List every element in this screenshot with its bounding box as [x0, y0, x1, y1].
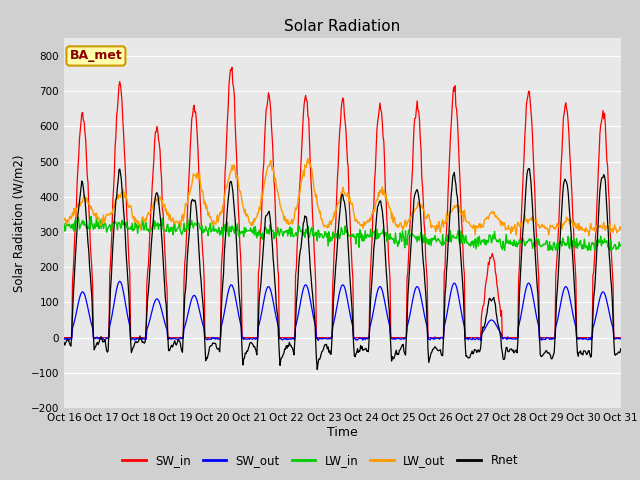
Title: Solar Radiation: Solar Radiation	[284, 20, 401, 35]
LW_out	[585, 233, 593, 239]
LW_out	[70, 205, 78, 211]
LW_in	[428, 243, 435, 249]
Line: SW_out: SW_out	[64, 281, 621, 340]
LW_in	[128, 220, 136, 226]
Line: Rnet: Rnet	[64, 168, 621, 370]
Text: BA_met: BA_met	[70, 49, 122, 62]
Rnet	[617, 346, 625, 352]
LW_in	[87, 214, 95, 219]
SW_in	[70, 250, 78, 256]
SW_in	[411, 116, 419, 121]
Rnet	[70, 278, 78, 284]
LW_in	[617, 242, 625, 248]
LW_out	[428, 225, 435, 230]
Rnet	[411, 192, 419, 198]
SW_in	[184, 195, 192, 201]
Rnet	[184, 246, 192, 252]
Legend: SW_in, SW_out, LW_in, LW_out, Rnet: SW_in, SW_out, LW_in, LW_out, Rnet	[117, 449, 523, 472]
LW_in	[185, 227, 193, 233]
Rnet	[60, 339, 68, 345]
LW_out	[304, 156, 312, 162]
Rnet	[214, 346, 221, 352]
LW_in	[60, 221, 68, 227]
Rnet	[525, 166, 532, 171]
SW_out	[428, 335, 435, 340]
SW_out	[411, 288, 419, 294]
Line: SW_in: SW_in	[64, 67, 621, 337]
SW_out	[617, 336, 625, 342]
LW_out	[214, 213, 221, 218]
SW_in	[617, 335, 625, 340]
SW_out	[128, 336, 136, 342]
SW_in	[214, 335, 221, 340]
LW_in	[411, 233, 419, 239]
Line: LW_out: LW_out	[64, 159, 621, 236]
LW_in	[500, 247, 508, 253]
SW_out	[477, 337, 484, 343]
LW_out	[60, 216, 68, 222]
X-axis label: Time: Time	[327, 426, 358, 439]
SW_in	[127, 335, 135, 340]
LW_out	[184, 197, 192, 203]
SW_out	[185, 308, 193, 314]
Rnet	[127, 350, 135, 356]
SW_out	[70, 320, 78, 325]
SW_in	[60, 335, 68, 340]
SW_in	[428, 335, 435, 340]
SW_out	[116, 278, 124, 284]
LW_out	[127, 205, 135, 211]
Rnet	[314, 367, 321, 372]
LW_in	[70, 228, 78, 234]
Line: LW_in: LW_in	[64, 216, 621, 250]
LW_out	[617, 226, 625, 231]
SW_in	[228, 64, 236, 70]
Y-axis label: Solar Radiation (W/m2): Solar Radiation (W/m2)	[12, 155, 25, 292]
LW_in	[214, 228, 222, 233]
LW_out	[411, 207, 419, 213]
SW_out	[214, 336, 222, 342]
Rnet	[428, 350, 435, 356]
SW_out	[60, 336, 68, 341]
